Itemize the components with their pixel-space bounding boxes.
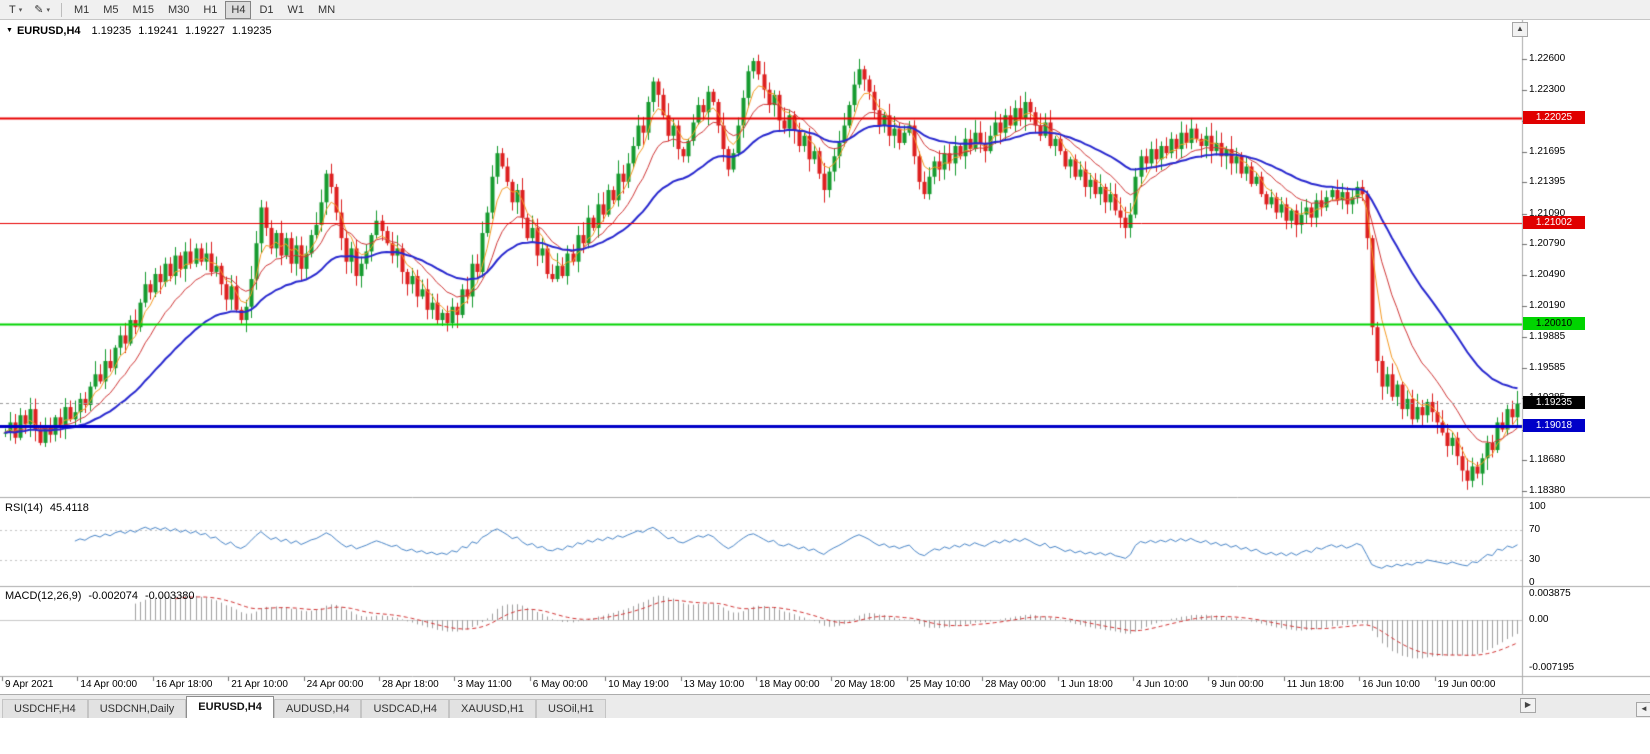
chart-tab-xauusd-h1[interactable]: XAUUSD,H1 (449, 699, 536, 718)
time-tick-label: 24 Apr 00:00 (306, 679, 364, 690)
time-tick-label: 16 Jun 10:00 (1362, 679, 1420, 690)
pencil-icon: ✎ (34, 4, 44, 16)
macd-tick-label: 0.003875 (1529, 588, 1571, 600)
time-tick-label: 16 Apr 18:00 (155, 679, 213, 690)
text-tool-button[interactable]: T ▾ (4, 2, 27, 18)
time-tick-label: 4 Jun 10:00 (1135, 679, 1189, 690)
time-tick-label: 9 Apr 2021 (5, 679, 54, 690)
price-tick-label: 1.18380 (1529, 485, 1566, 496)
time-tick-label: 9 Jun 00:00 (1211, 679, 1264, 690)
time-tick-label: 20 May 18:00 (834, 679, 895, 690)
ohlc-low: 1.19227 (185, 25, 225, 37)
chart-tab-audusd-h4[interactable]: AUDUSD,H4 (273, 699, 362, 718)
timeframe-button-m1[interactable]: M1 (73, 3, 90, 16)
time-tick-label: 25 May 10:00 (909, 679, 971, 690)
current-price-price-tag: 1.19235 (1523, 396, 1585, 410)
tab-scroll-left-button[interactable]: ◄ (1636, 702, 1650, 717)
time-tick-label: 1 Jun 18:00 (1060, 679, 1113, 690)
chart-tab-usdcad-h4[interactable]: USDCAD,H4 (361, 699, 450, 718)
time-tick-label: 28 Apr 18:00 (381, 679, 439, 690)
chart-tab-usoil-h1[interactable]: USOil,H1 (536, 699, 606, 718)
draw-tool-button[interactable]: ✎ ▾ (29, 2, 55, 18)
price-tick-label: 1.22300 (1529, 83, 1566, 95)
triangle-down-icon[interactable]: ▼ (6, 27, 13, 34)
time-tick-label: 28 May 00:00 (985, 679, 1046, 690)
ohlc-open: 1.19235 (91, 25, 132, 37)
time-tick-label: 19 Jun 00:00 (1437, 679, 1496, 690)
time-tick-label: 14 Apr 00:00 (80, 679, 138, 690)
timeframe-button-m15[interactable]: M15 (132, 3, 154, 16)
macd-tick-label: -0.007195 (1529, 662, 1575, 674)
timeframe-button-d1[interactable]: D1 (259, 3, 274, 16)
chart-tab-usdchf-h4[interactable]: USDCHF,H4 (2, 699, 88, 718)
timeframe-button-h4[interactable]: H4 (225, 0, 252, 19)
chevron-down-icon: ▾ (46, 6, 50, 14)
price-tick-label: 1.22600 (1529, 53, 1566, 64)
macd-indicator-name: MACD(12,26,9) (5, 590, 82, 602)
timeframe-button-w1[interactable]: W1 (287, 3, 305, 16)
timeframe-button-mn[interactable]: MN (318, 3, 336, 16)
time-tick-label: 18 May 00:00 (758, 679, 820, 690)
rsi-indicator-name: RSI(14) (5, 502, 43, 514)
chevron-down-icon: ▾ (18, 6, 23, 14)
timeframe-group: M1 M5 M15 M30 H1 H4 D1 W1 MN (67, 0, 342, 19)
rsi-tick-label: 100 (1529, 501, 1546, 512)
price-tick-label: 1.20790 (1529, 238, 1566, 250)
price-tick-label: 1.21395 (1529, 176, 1566, 188)
rsi-indicator-value: 45.4118 (49, 502, 89, 514)
macd-tick-label: 0.00 (1529, 614, 1549, 625)
support-blue-price-tag: 1.19018 (1523, 418, 1585, 432)
chart-tab-bar: USDCHF,H4 USDCNH,Daily EURUSD,H4 AUDUSD,H4 U… (0, 694, 1650, 718)
chart-info-label: ▼ EURUSD,H4 1.19235 1.19241 1.19227 1.19235 (6, 25, 272, 37)
timeframe-button-h1[interactable]: H1 (203, 3, 218, 16)
price-tick-label: 1.20190 (1529, 299, 1566, 311)
ohlc-high: 1.19241 (138, 25, 179, 37)
symbol-label: EURUSD,H4 (16, 25, 81, 37)
time-tick-label: 11 Jun 18:00 (1286, 679, 1344, 690)
rsi-tick-label: 70 (1529, 523, 1541, 535)
macd-signal-value: -0.003380 (144, 590, 195, 602)
timeframe-button-m30[interactable]: M30 (167, 3, 190, 16)
price-tick-label: 1.19585 (1529, 361, 1566, 373)
toolbar-separator (60, 2, 62, 17)
rsi-tick-label: 30 (1529, 554, 1541, 566)
rsi-tick-label: 0 (1529, 577, 1535, 588)
rsi-pane-label: RSI(14) 45.4118 (5, 502, 89, 514)
support-green-price-tag: 1.20010 (1523, 317, 1585, 331)
resistance-lower-price-tag: 1.21002 (1523, 215, 1585, 229)
chart-tab-usdcnh-daily[interactable]: USDCNH,Daily (87, 699, 187, 718)
price-tick-label: 1.19885 (1529, 330, 1566, 342)
timeframe-button-m5[interactable]: M5 (103, 3, 119, 16)
resistance-upper-price-tag: 1.22025 (1523, 110, 1585, 124)
tab-scroll-right-button[interactable]: ▶ (1520, 698, 1536, 713)
time-tick-label: 13 May 10:00 (683, 679, 745, 690)
chart-canvas[interactable] (0, 20, 1650, 694)
macd-main-value: -0.002074 (88, 590, 138, 602)
time-tick-label: 10 May 19:00 (608, 679, 669, 690)
time-tick-label: 21 Apr 10:00 (231, 679, 288, 690)
chart-tab-eurusd-h4[interactable]: EURUSD,H4 (186, 696, 274, 718)
time-tick-label: 6 May 00:00 (532, 679, 588, 690)
price-tick-label: 1.18680 (1529, 454, 1566, 466)
price-tick-label: 1.20490 (1529, 269, 1566, 280)
price-tick-label: 1.21695 (1529, 145, 1566, 157)
price-axis[interactable]: 1.226001.223001.219951.216951.213951.210… (1522, 20, 1590, 694)
ohlc-close: 1.19235 (231, 25, 272, 37)
toolbar: T ▾ ✎ ▾ M1 M5 M15 M30 H1 H4 D1 W1 MN (0, 0, 1650, 20)
chart-region: ▼ EURUSD,H4 1.19235 1.19241 1.19227 1.19235 R… (0, 20, 1650, 694)
macd-pane-label: MACD(12,26,9) -0.002074 -0.003380 (5, 590, 195, 602)
chart-tabs: USDCHF,H4 USDCNH,Daily EURUSD,H4 AUDUSD,H4 U… (0, 695, 1650, 718)
time-tick-label: 3 May 11:00 (457, 679, 512, 690)
chart-scroll-up-button[interactable]: ▲ (1512, 22, 1528, 37)
text-tool-label: T (9, 3, 16, 16)
price-tick-label: 1.21090 (1529, 207, 1566, 219)
time-axis[interactable]: 9 Apr 2021 14 Apr 00:00 16 Apr 18:00 21 Apr… (0, 676, 1522, 694)
